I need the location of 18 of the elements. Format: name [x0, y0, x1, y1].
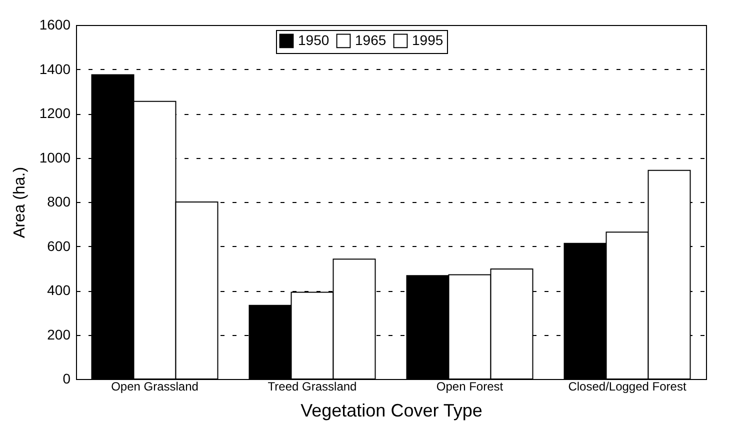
x-tick-label: Open Forest: [436, 380, 504, 394]
x-tick-label: Treed Grassland: [268, 380, 357, 394]
y-tick-label: 1400: [39, 60, 71, 77]
y-tick-label: 400: [47, 282, 71, 298]
y-tick-label: 1000: [39, 149, 71, 166]
y-tick-label: 800: [47, 194, 71, 210]
legend-label: 1965: [355, 32, 386, 48]
x-axis-title: Vegetation Cover Type: [300, 400, 482, 420]
x-tick-label: Closed/Logged Forest: [568, 380, 687, 394]
y-tick-label: 1600: [39, 16, 71, 32]
y-tick-label: 600: [47, 238, 71, 254]
y-tick-label: 1200: [39, 105, 71, 121]
x-tick-label: Open Grassland: [111, 380, 198, 394]
legend-label: 1950: [298, 32, 330, 48]
y-axis-title: Area (ha.): [11, 166, 28, 238]
y-tick-label: 200: [47, 326, 71, 342]
legend-label: 1995: [412, 32, 444, 48]
y-tick-label: 0: [62, 370, 71, 386]
